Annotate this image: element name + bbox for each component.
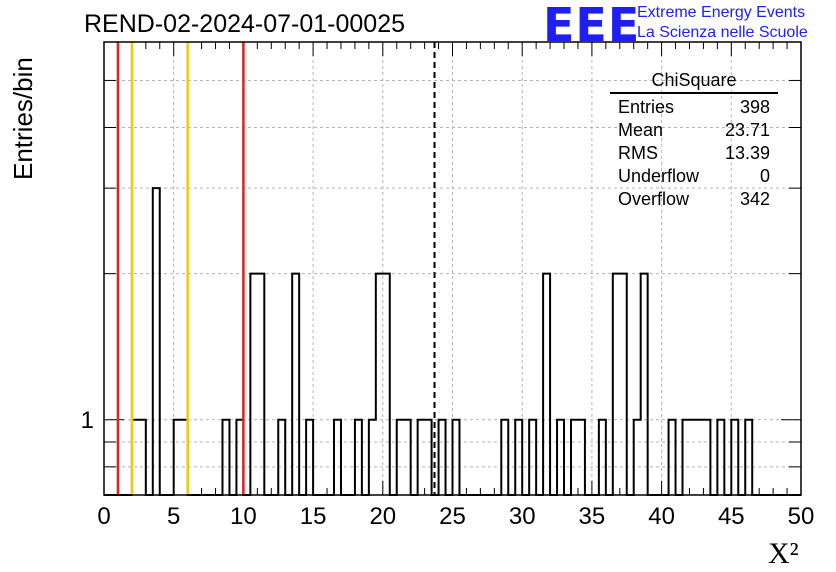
stats-label: Overflow (618, 189, 690, 209)
project-line-1: Extreme Energy Events (637, 4, 806, 21)
x-tick-label: 5 (167, 503, 180, 530)
stats-value: 13.39 (724, 143, 770, 163)
x-tick-label: 25 (439, 503, 466, 530)
histogram-bin (250, 274, 257, 495)
histogram-bin (383, 274, 390, 495)
y-tick-label: 1 (81, 407, 94, 434)
stats-row: Underflow 0 (610, 165, 778, 188)
project-line-2: La Scienza nelle Scuole (637, 24, 808, 41)
histogram-bin (557, 420, 564, 495)
project-name: Extreme Energy Events La Scienza nelle S… (637, 3, 808, 43)
stats-label: Underflow (618, 166, 700, 186)
x-tick-label: 0 (97, 503, 110, 530)
x-tick-label: 45 (718, 503, 745, 530)
x-tick-label: 10 (230, 503, 257, 530)
x-tick-label: 35 (579, 503, 606, 530)
histogram-bin (278, 420, 285, 495)
x-tick-label: 40 (648, 503, 675, 530)
histogram-bin (153, 188, 160, 495)
stats-box: ChiSquare Entries 398 Mean 23.71 RMS 13.39 … (610, 70, 778, 211)
histogram-bin (703, 420, 710, 495)
stats-label: Mean (618, 120, 664, 140)
histogram-bin (543, 274, 550, 495)
histogram-bin (731, 420, 738, 495)
histogram-bin (397, 420, 404, 495)
histogram-bin (669, 420, 676, 495)
histogram-bin (613, 274, 620, 495)
histogram-bin (529, 420, 536, 495)
histogram-bin (404, 420, 411, 495)
x-tick-label: 50 (788, 503, 815, 530)
stats-title: ChiSquare (610, 70, 778, 94)
histogram-bin (257, 274, 264, 495)
stats-row: Mean 23.71 (610, 119, 778, 142)
x-tick-label: 20 (369, 503, 396, 530)
histogram-bin (174, 420, 181, 495)
histogram-bin (641, 274, 648, 495)
x-tick-label: 15 (300, 503, 327, 530)
eee-logo: EEE (543, 0, 641, 52)
stats-row: RMS 13.39 (610, 142, 778, 165)
histogram-bin (439, 420, 446, 495)
stats-value: 342 (739, 189, 770, 209)
histogram-bin (571, 420, 578, 495)
x-axis-label: X² (768, 537, 799, 570)
stats-value: 0 (759, 166, 770, 186)
stats-label: RMS (618, 143, 658, 163)
histogram-bin (222, 420, 229, 495)
histogram-bin (425, 420, 432, 495)
histogram-bin (745, 420, 752, 495)
stats-label: Entries (618, 97, 675, 117)
histogram-bin (599, 420, 606, 495)
histogram-bin (139, 420, 146, 495)
histogram-bin (453, 420, 460, 495)
histogram-bin (683, 420, 690, 495)
histogram-bin (355, 420, 362, 495)
histogram-bin (501, 420, 508, 495)
stats-row: Overflow 342 (610, 188, 778, 211)
histogram-bin (376, 274, 383, 495)
run-title: REND-02-2024-07-01-00025 (84, 10, 406, 38)
histogram-bin (578, 420, 585, 495)
plot-frame (103, 41, 802, 496)
histogram-bin (369, 420, 376, 495)
x-tick-label: 30 (509, 503, 536, 530)
histogram-bin (418, 420, 425, 495)
histogram-bin (292, 274, 299, 495)
stats-value: 23.71 (724, 120, 770, 140)
histogram-bin (515, 420, 522, 495)
histogram-bin (620, 274, 627, 495)
stats-value: 398 (739, 97, 770, 117)
histogram-bin (717, 420, 724, 495)
histogram-bin (306, 420, 313, 495)
histogram-bin (634, 420, 641, 495)
histogram-bin (696, 420, 703, 495)
histogram-bin (334, 420, 341, 495)
stats-row: Entries 398 (610, 96, 778, 119)
histogram-bin (689, 420, 696, 495)
